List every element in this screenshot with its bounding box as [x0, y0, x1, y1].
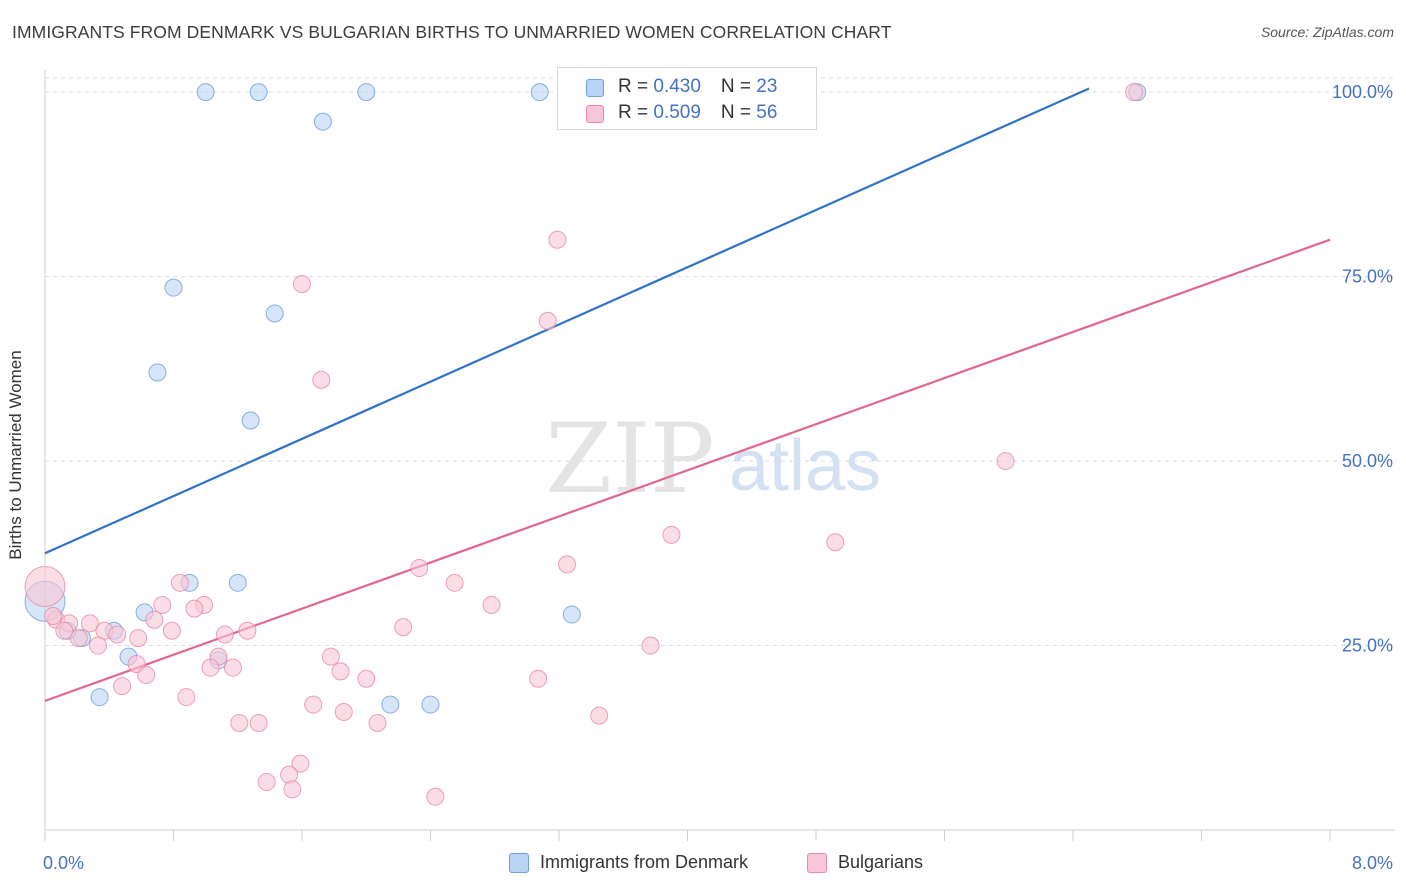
data-point-series-0 [381, 695, 400, 714]
data-point-series-1 [357, 669, 376, 688]
data-point-series-1 [482, 595, 501, 614]
data-point-series-1 [529, 669, 548, 688]
y-axis-label: Births to Unmarried Women [6, 350, 25, 560]
legend-stats-denmark: R = 0.430 N = 23 [618, 76, 778, 97]
data-point-series-1 [137, 666, 156, 685]
legend-swatch-denmark [586, 79, 604, 97]
data-point-series-1 [108, 625, 127, 644]
bottom-legend-swatch-bulgarians [807, 853, 827, 873]
data-point-series-1 [215, 625, 234, 644]
data-point-series-0 [228, 573, 247, 592]
data-point-series-1 [291, 754, 310, 773]
y-tick-label: 50.0% [1342, 451, 1393, 471]
data-point-series-1 [185, 599, 204, 618]
data-point-series-0 [421, 695, 440, 714]
data-point-series-0 [164, 278, 183, 297]
data-point-series-1 [249, 714, 268, 733]
data-point-series-0 [90, 688, 109, 707]
y-tick-label: 75.0% [1342, 267, 1393, 287]
watermark-atlas: atlas [729, 426, 881, 506]
y-tick-labels: 25.0% 50.0% 75.0% 100.0% [1332, 82, 1393, 655]
data-point-series-1 [145, 610, 164, 629]
x-tick-labels: 0.0% 8.0% [43, 853, 1393, 873]
data-point-series-1 [223, 658, 242, 677]
data-point-series-1 [996, 452, 1015, 471]
watermark-zip: ZIP [545, 403, 714, 515]
data-point-series-1 [129, 629, 148, 648]
y-tick-label: 100.0% [1332, 82, 1393, 102]
data-point-series-1 [293, 274, 311, 293]
data-point-series-1 [334, 702, 353, 721]
trend-lines [44, 87, 1331, 702]
data-point-series-0 [562, 605, 581, 624]
data-point-series-1 [538, 311, 557, 330]
data-point-series-1 [548, 230, 567, 249]
data-point-series-0 [357, 83, 376, 102]
data-point-series-1 [558, 555, 577, 574]
data-point-series-1 [177, 688, 196, 707]
grid-lines [45, 77, 1395, 647]
data-point-series-1 [426, 787, 445, 806]
bottom-legend-label-bulgarians: Bulgarians [838, 852, 924, 872]
x-tick-label: 0.0% [43, 853, 84, 873]
data-point-series-1 [153, 595, 172, 614]
data-point-series-1 [170, 573, 189, 592]
axes [44, 70, 1395, 841]
data-point-series-1 [321, 647, 340, 666]
data-point-series-1 [368, 714, 387, 733]
data-point-series-1 [162, 621, 181, 640]
data-points [24, 83, 1147, 806]
data-point-series-1 [410, 559, 429, 578]
chart-title: IMMIGRANTS FROM DENMARK VS BULGARIAN BIR… [12, 22, 892, 42]
data-point-series-1 [662, 525, 681, 544]
data-point-series-1 [24, 566, 66, 608]
data-point-series-1 [55, 621, 74, 640]
data-point-series-1 [312, 370, 331, 389]
data-point-series-0 [148, 363, 167, 382]
data-point-series-1 [230, 714, 249, 733]
data-point-series-1 [80, 614, 99, 633]
data-point-series-1 [1125, 83, 1144, 102]
bottom-legend-swatch-denmark [509, 853, 529, 873]
data-point-series-1 [641, 636, 660, 655]
data-point-series-0 [241, 411, 260, 430]
trend-line-0 [44, 87, 1090, 555]
data-point-series-1 [113, 677, 132, 696]
data-point-series-1 [201, 658, 220, 677]
source-credit: Source: ZipAtlas.com [1260, 24, 1394, 40]
bottom-legend-label-denmark: Immigrants from Denmark [540, 852, 749, 872]
data-point-series-0 [265, 304, 284, 323]
data-point-series-1 [283, 780, 302, 799]
data-point-series-0 [249, 83, 268, 102]
data-point-series-1 [304, 695, 323, 714]
data-point-series-1 [445, 573, 464, 592]
data-point-series-1 [257, 773, 276, 792]
y-tick-label: 25.0% [1342, 636, 1393, 656]
data-point-series-1 [590, 706, 609, 725]
trend-line-1 [44, 238, 1331, 702]
data-point-series-1 [69, 629, 88, 648]
correlation-legend: R = 0.430 N = 23 R = 0.509 N = 56 [557, 67, 817, 130]
data-point-series-0 [530, 83, 549, 102]
legend-stats-bulgarians: R = 0.509 N = 56 [618, 102, 778, 123]
x-tick-label: 8.0% [1352, 853, 1393, 873]
data-point-series-1 [394, 618, 413, 637]
data-point-series-1 [826, 533, 845, 552]
data-point-series-1 [238, 621, 257, 640]
data-point-series-1 [44, 607, 63, 626]
legend-swatch-bulgarians [586, 105, 604, 123]
data-point-series-0 [196, 83, 215, 102]
data-point-series-0 [313, 112, 332, 131]
data-point-series-1 [331, 662, 350, 681]
data-point-series-1 [280, 765, 299, 784]
data-point-series-1 [89, 636, 108, 655]
